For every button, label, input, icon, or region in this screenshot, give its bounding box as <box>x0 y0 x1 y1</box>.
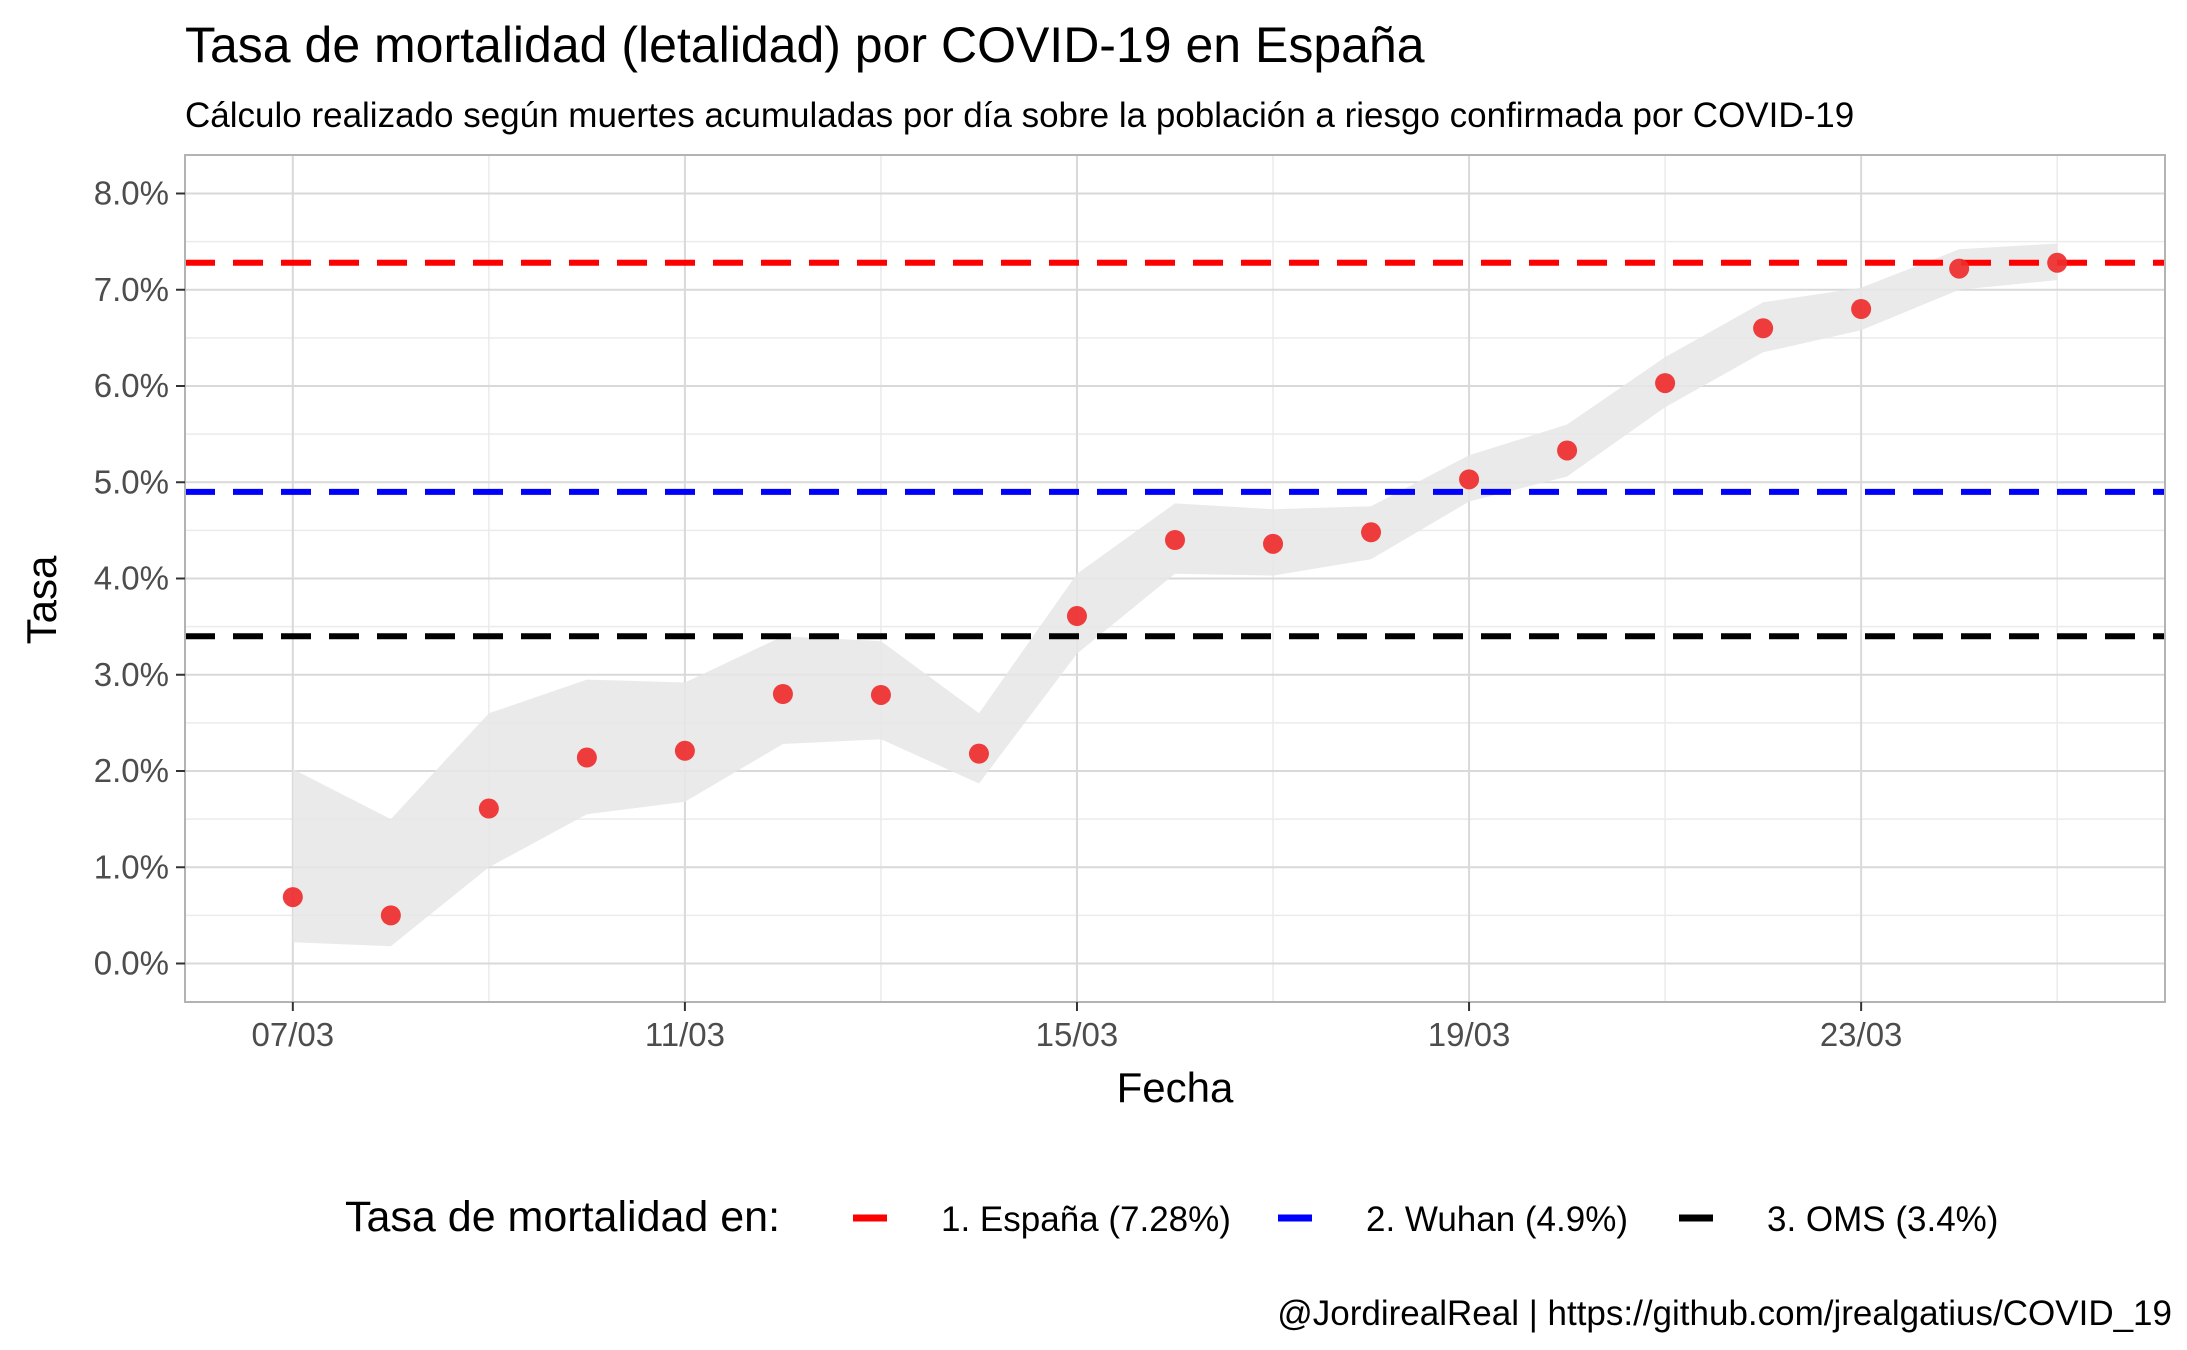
y-tick-label: 8.0% <box>94 175 169 212</box>
data-point <box>576 747 597 768</box>
legend-label-1: 1. España (7.28%) <box>941 1200 1231 1239</box>
data-point <box>674 740 695 761</box>
chart-title: Tasa de mortalidad (letalidad) por COVID… <box>185 17 1425 73</box>
legend-title: Tasa de mortalidad en: <box>345 1193 780 1241</box>
data-point <box>1165 530 1185 550</box>
reference-lines <box>185 259 2165 640</box>
chart-subtitle: Cálculo realizado según muertes acumulad… <box>185 96 1854 135</box>
data-point <box>2047 252 2068 273</box>
y-tick-label: 2.0% <box>94 752 169 789</box>
data-point <box>282 887 303 908</box>
y-tick-label: 3.0% <box>94 656 169 693</box>
data-point <box>1361 522 1382 543</box>
caption: @JordirealReal | https://github.com/jrea… <box>1277 1294 2172 1333</box>
data-points <box>282 252 2068 926</box>
x-axis-title: Fecha <box>1117 1064 1234 1111</box>
legend-label-2: 2. Wuhan (4.9%) <box>1366 1200 1628 1239</box>
data-point <box>1753 318 1774 339</box>
legend-label-3: 3. OMS (3.4%) <box>1767 1200 1998 1239</box>
x-axis-ticks: 07/03 11/03 15/03 19/03 23/03 <box>252 1002 1903 1053</box>
y-axis-ticks: 0.0% 1.0% 2.0% 3.0% 4.0% 5.0% 6.0% 7.0% 8.0% <box>94 175 185 982</box>
x-tick-label: 23/03 <box>1820 1016 1903 1053</box>
y-tick-label: 0.0% <box>94 945 169 982</box>
data-point <box>1459 469 1480 490</box>
y-tick-label: 7.0% <box>94 271 169 308</box>
grid <box>185 155 2165 1002</box>
y-tick-label: 4.0% <box>94 560 169 597</box>
y-tick-label: 6.0% <box>94 367 169 404</box>
data-point <box>1263 533 1284 554</box>
y-axis-title: Tasa <box>18 555 65 644</box>
data-point <box>478 798 499 819</box>
data-point <box>1655 373 1676 394</box>
confidence-ribbon <box>292 243 2058 947</box>
legend-items: 1. España (7.28%) 2. Wuhan (4.9%) 3. OMS (… <box>853 1200 1998 1239</box>
data-point <box>1949 258 1970 279</box>
x-tick-label: 19/03 <box>1428 1016 1511 1053</box>
data-point <box>968 743 989 764</box>
y-tick-label: 5.0% <box>94 463 169 500</box>
data-point <box>380 905 401 926</box>
data-point <box>1557 440 1578 461</box>
x-tick-label: 07/03 <box>252 1016 335 1053</box>
data-point <box>870 684 891 705</box>
confidence-band <box>292 243 2058 947</box>
legend: Tasa de mortalidad en: 1. España (7.28%)… <box>345 1193 1998 1241</box>
data-point <box>1066 606 1087 627</box>
x-tick-label: 15/03 <box>1036 1016 1119 1053</box>
data-point <box>772 684 793 704</box>
data-point <box>1851 299 1872 319</box>
y-tick-label: 1.0% <box>94 848 169 885</box>
x-tick-label: 11/03 <box>645 1016 725 1053</box>
